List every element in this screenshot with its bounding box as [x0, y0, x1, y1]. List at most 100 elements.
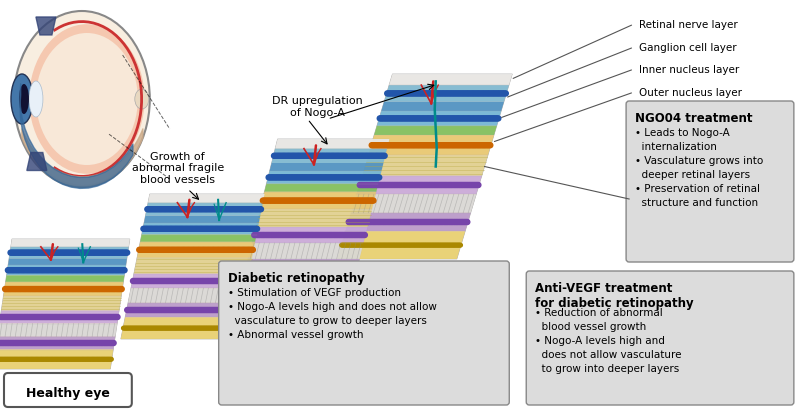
Circle shape: [267, 285, 270, 289]
Circle shape: [106, 315, 111, 320]
Circle shape: [79, 268, 84, 273]
Circle shape: [26, 357, 30, 361]
Circle shape: [282, 285, 286, 289]
Circle shape: [354, 154, 358, 159]
Circle shape: [441, 244, 444, 247]
Circle shape: [127, 308, 132, 313]
Circle shape: [425, 244, 428, 247]
Circle shape: [301, 233, 306, 238]
Circle shape: [199, 248, 204, 253]
Circle shape: [314, 233, 319, 238]
Circle shape: [374, 244, 378, 247]
Circle shape: [82, 357, 86, 361]
Circle shape: [98, 315, 102, 320]
Circle shape: [62, 357, 66, 361]
Circle shape: [161, 248, 166, 253]
Circle shape: [337, 285, 341, 289]
Circle shape: [105, 357, 108, 361]
Circle shape: [345, 233, 350, 238]
Circle shape: [464, 144, 469, 148]
Circle shape: [481, 92, 486, 97]
Circle shape: [477, 117, 482, 121]
Circle shape: [223, 227, 228, 232]
Circle shape: [360, 244, 363, 247]
Circle shape: [30, 268, 35, 273]
Circle shape: [381, 183, 386, 188]
Circle shape: [148, 279, 153, 284]
Circle shape: [306, 154, 312, 159]
Circle shape: [195, 326, 198, 330]
Circle shape: [0, 357, 4, 361]
Circle shape: [191, 326, 195, 330]
Circle shape: [363, 175, 368, 180]
Circle shape: [74, 357, 78, 361]
Circle shape: [227, 326, 231, 330]
Circle shape: [426, 144, 430, 148]
Circle shape: [360, 199, 365, 204]
Polygon shape: [256, 210, 372, 227]
Circle shape: [326, 265, 332, 270]
Circle shape: [312, 154, 317, 159]
Circle shape: [351, 233, 356, 238]
Circle shape: [121, 268, 126, 273]
Circle shape: [245, 207, 250, 212]
Circle shape: [446, 183, 451, 188]
Circle shape: [18, 357, 22, 361]
Circle shape: [50, 341, 54, 346]
Circle shape: [466, 117, 471, 121]
Circle shape: [86, 315, 91, 320]
Circle shape: [118, 251, 123, 256]
Circle shape: [454, 144, 459, 148]
Circle shape: [308, 199, 313, 204]
Circle shape: [376, 154, 381, 159]
Circle shape: [342, 285, 346, 289]
Circle shape: [394, 183, 398, 188]
Circle shape: [454, 183, 458, 188]
Circle shape: [470, 183, 474, 188]
Circle shape: [237, 279, 242, 284]
Circle shape: [330, 285, 334, 289]
Circle shape: [218, 207, 222, 212]
Circle shape: [345, 154, 350, 159]
Circle shape: [146, 207, 151, 212]
Circle shape: [176, 326, 179, 330]
Circle shape: [338, 285, 342, 289]
Circle shape: [139, 326, 142, 330]
Circle shape: [322, 285, 326, 289]
Circle shape: [346, 175, 350, 180]
Circle shape: [470, 92, 474, 97]
Circle shape: [249, 248, 254, 253]
Circle shape: [51, 287, 57, 292]
Circle shape: [242, 285, 246, 289]
Circle shape: [412, 244, 416, 247]
Circle shape: [144, 248, 150, 253]
Circle shape: [299, 175, 304, 180]
Circle shape: [84, 315, 89, 320]
Circle shape: [422, 183, 427, 188]
Circle shape: [11, 357, 14, 361]
Circle shape: [143, 308, 149, 313]
Circle shape: [488, 117, 494, 121]
Circle shape: [239, 227, 245, 232]
Circle shape: [379, 244, 382, 247]
Circle shape: [187, 207, 192, 212]
Circle shape: [142, 227, 147, 232]
Circle shape: [88, 287, 93, 292]
Circle shape: [372, 154, 377, 159]
Circle shape: [350, 265, 355, 270]
Circle shape: [160, 308, 165, 313]
Circle shape: [314, 175, 319, 180]
Circle shape: [395, 144, 401, 148]
Circle shape: [110, 268, 114, 273]
Circle shape: [462, 92, 467, 97]
Circle shape: [127, 326, 131, 330]
Circle shape: [295, 154, 301, 159]
Circle shape: [76, 315, 81, 320]
Circle shape: [318, 175, 322, 180]
Circle shape: [404, 244, 407, 247]
Circle shape: [386, 220, 391, 225]
Circle shape: [156, 308, 161, 313]
Circle shape: [183, 227, 188, 232]
Circle shape: [181, 227, 186, 232]
Circle shape: [237, 248, 242, 253]
